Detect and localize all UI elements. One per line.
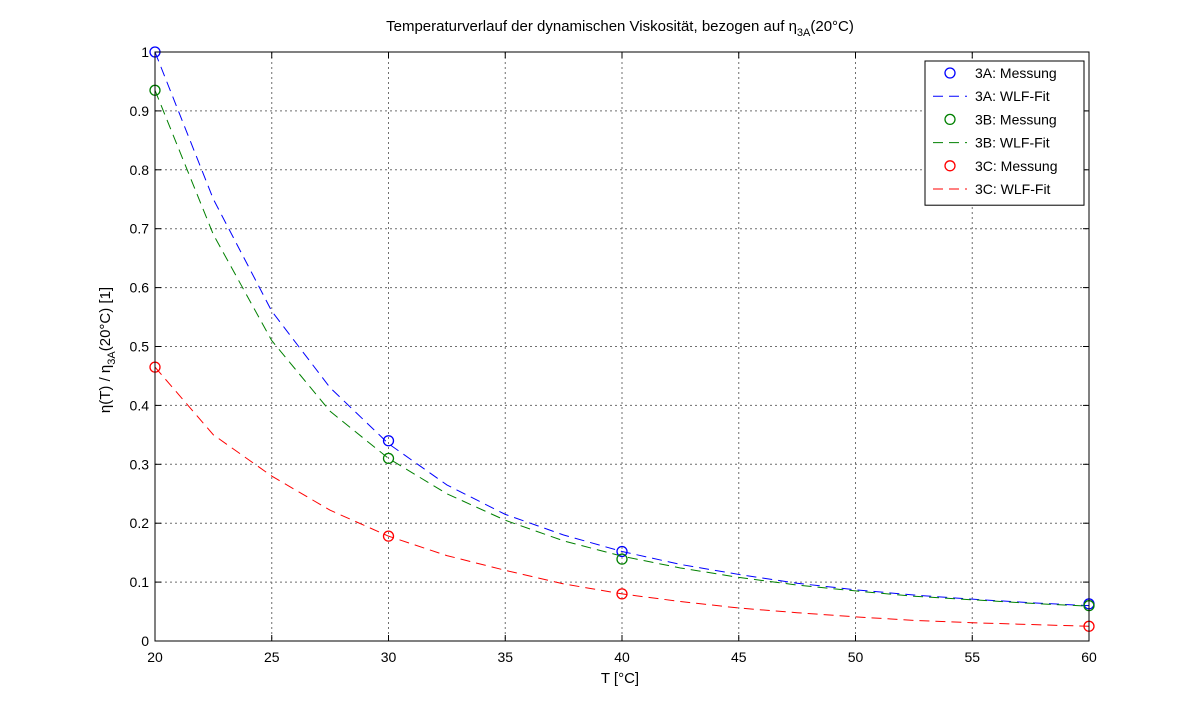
legend-label: 3A: WLF-Fit bbox=[975, 88, 1050, 104]
grid-layer bbox=[155, 52, 1089, 641]
x-axis-label: T [°C] bbox=[601, 670, 639, 687]
legend-label: 3B: WLF-Fit bbox=[975, 135, 1050, 151]
x-tick-label: 30 bbox=[381, 649, 397, 665]
y-tick-label: 0.4 bbox=[130, 397, 150, 413]
data-point bbox=[382, 452, 395, 465]
legend-marker bbox=[944, 113, 956, 126]
x-tick-label: 20 bbox=[147, 649, 163, 665]
x-tick-label: 45 bbox=[731, 649, 747, 665]
x-tick-label: 40 bbox=[614, 649, 630, 665]
x-tick-label: 35 bbox=[497, 649, 513, 665]
series-layer bbox=[149, 46, 1095, 632]
legend-marker bbox=[944, 160, 956, 172]
y-tick-label: 0.5 bbox=[130, 339, 150, 355]
chart-title-subscript: 3A bbox=[797, 27, 811, 39]
y-tick-label: 0.6 bbox=[130, 280, 150, 296]
y-tick-label: 0.2 bbox=[130, 515, 150, 531]
legend-label: 3C: Messung bbox=[975, 158, 1057, 174]
x-tick-label: 60 bbox=[1081, 649, 1097, 665]
y-axis-label-prefix: η(T) / η bbox=[97, 365, 114, 413]
x-tick-label: 50 bbox=[848, 649, 864, 665]
x-tick-label: 25 bbox=[264, 649, 280, 665]
chart-title-suffix: (20°C) bbox=[810, 18, 854, 35]
y-tick-label: 0.3 bbox=[130, 456, 150, 472]
tick-labels-layer: 20 25 30 35 40 45 50 55 60 0 0.1 0.2 0.3 0.4 0.5 0.6 0.7… bbox=[130, 44, 1097, 665]
y-tick-label: 1 bbox=[141, 44, 149, 60]
y-tick-label: 0.1 bbox=[130, 574, 150, 590]
y-tick-label: 0.9 bbox=[130, 103, 150, 119]
legend-marker bbox=[944, 67, 956, 79]
series-line-5 bbox=[154, 366, 1090, 627]
plot-frame bbox=[154, 51, 1090, 642]
chart-title: Temperaturverlauf der dynamischen Viskos… bbox=[386, 18, 854, 39]
x-tick-label: 55 bbox=[964, 649, 980, 665]
legend-label: 3A: Messung bbox=[975, 65, 1057, 81]
data-point bbox=[616, 553, 628, 565]
y-tick-label: 0 bbox=[141, 633, 149, 649]
chart-title-prefix: Temperaturverlauf der dynamischen Viskos… bbox=[386, 18, 788, 35]
legend-label: 3B: Messung bbox=[975, 111, 1057, 127]
chart-title-symbol: η bbox=[789, 18, 797, 35]
data-point bbox=[616, 588, 628, 600]
data-point bbox=[616, 545, 628, 558]
series-line-1 bbox=[154, 51, 1090, 607]
y-axis-label: η(T) / η3A(20°C) [1] bbox=[97, 287, 118, 413]
y-tick-label: 0.7 bbox=[130, 221, 150, 237]
data-point bbox=[382, 530, 395, 542]
legend: 3A: Messung 3A: WLF-Fit 3B: Messung 3B: WLF… bbox=[924, 60, 1085, 206]
legend-label: 3C: WLF-Fit bbox=[975, 181, 1051, 197]
y-axis-label-suffix: (20°C) [1] bbox=[97, 287, 114, 351]
y-axis-label-subscript: 3A bbox=[106, 351, 118, 365]
data-point bbox=[382, 435, 395, 447]
y-tick-label: 0.8 bbox=[130, 162, 150, 178]
legend-box bbox=[924, 60, 1085, 206]
